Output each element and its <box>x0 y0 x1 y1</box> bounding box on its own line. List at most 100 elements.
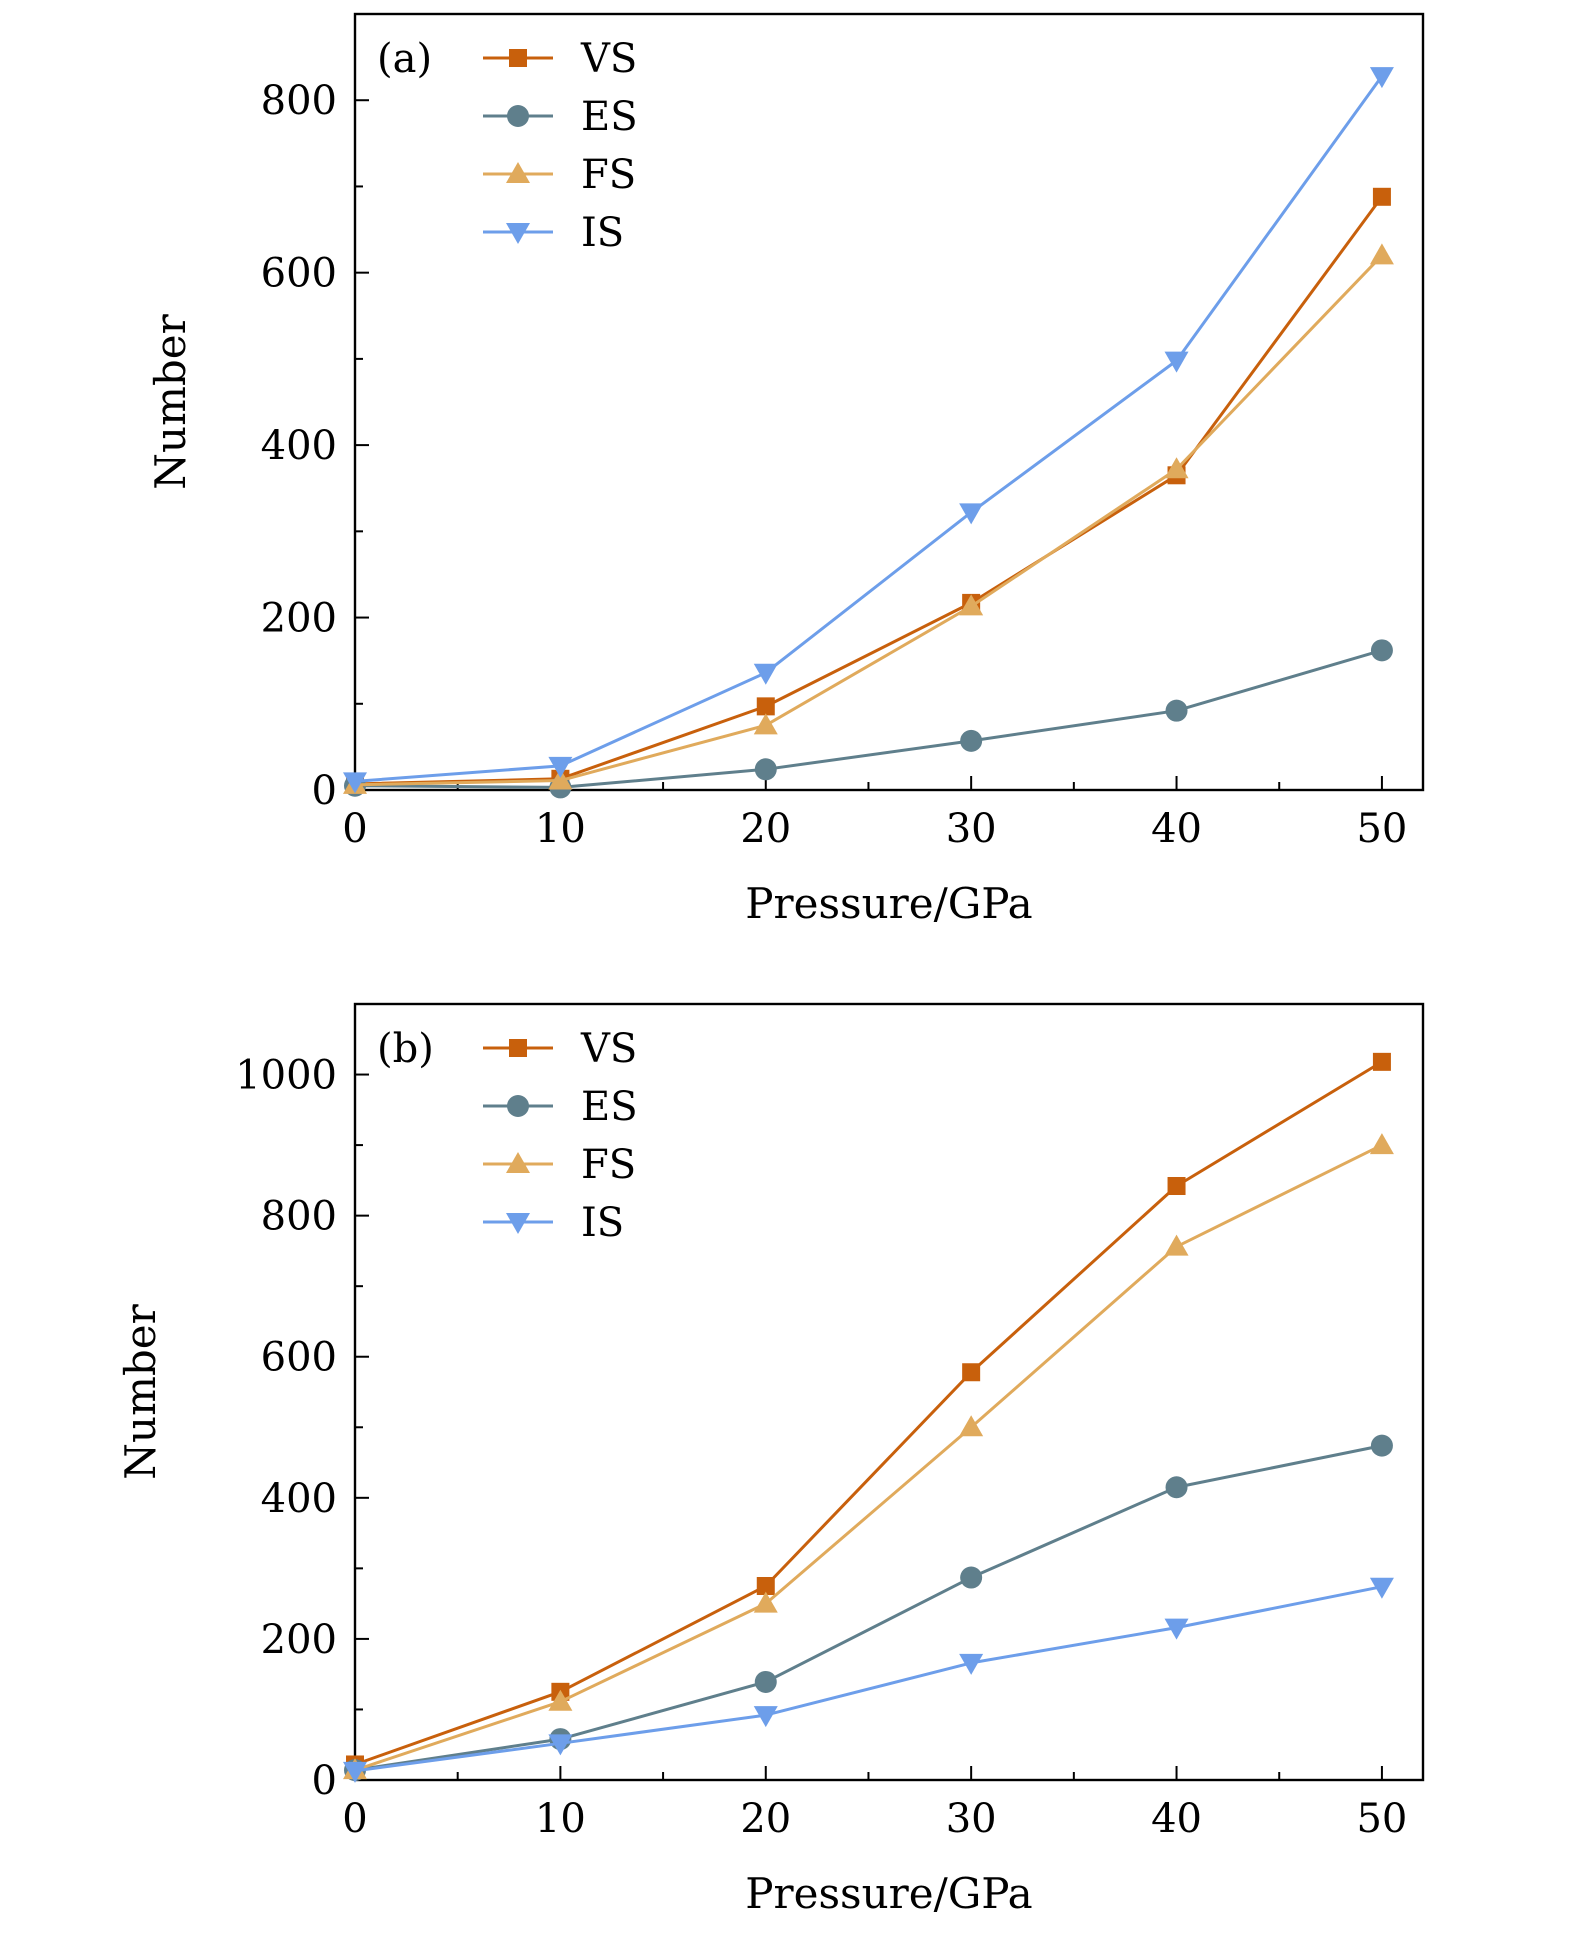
x-tick-label: 30 <box>946 1796 997 1842</box>
x-axis-title: Pressure/GPa <box>745 1869 1032 1918</box>
data-point <box>753 713 778 735</box>
y-tick-label: 200 <box>261 1617 337 1663</box>
y-axis-title: Number <box>146 313 195 489</box>
data-point <box>1369 67 1394 89</box>
x-tick-label: 50 <box>1356 806 1407 852</box>
y-axis-title: Number <box>116 1303 165 1479</box>
y-tick-label: 400 <box>261 423 337 469</box>
data-point <box>343 1761 367 1783</box>
series-line <box>354 1585 1383 1773</box>
series-line <box>354 1060 1383 1766</box>
legend-label: FS <box>581 1142 636 1188</box>
y-tick-label: 800 <box>261 1194 337 1240</box>
legend-label: IS <box>581 1200 624 1246</box>
legend-label: ES <box>581 1084 638 1130</box>
plot-frame <box>353 12 1425 792</box>
series-line <box>354 75 1384 783</box>
data-point <box>1369 1133 1394 1155</box>
data-point <box>753 1591 778 1613</box>
data-point <box>1369 243 1394 265</box>
series-is <box>343 67 1394 794</box>
legend-marker <box>506 162 530 183</box>
series-line <box>354 648 1383 789</box>
legend: VS ES FS IS <box>483 1026 638 1246</box>
legend-marker <box>509 1039 527 1057</box>
legend-item: ES <box>483 94 638 140</box>
series-vs <box>346 1052 1391 1774</box>
series-es <box>344 1434 1393 1782</box>
data-point <box>753 663 778 685</box>
y-tick-label: 800 <box>261 78 337 124</box>
legend-label: FS <box>581 152 636 198</box>
series-line <box>354 254 1384 787</box>
series-fs <box>343 1133 1394 1780</box>
data-point <box>1164 1618 1189 1640</box>
data-point <box>962 1363 981 1382</box>
x-tick-label: 40 <box>1151 1796 1202 1842</box>
data-point <box>548 768 573 790</box>
series-es <box>344 639 1393 799</box>
x-tick-label: 10 <box>535 1796 586 1842</box>
data-point <box>960 729 983 752</box>
legend-item: IS <box>483 210 624 256</box>
data-point <box>959 594 984 616</box>
data-point <box>548 756 573 778</box>
data-point <box>959 1653 984 1675</box>
legend-item: FS <box>483 152 636 198</box>
legend-label: VS <box>580 36 637 82</box>
y-tick-label: 400 <box>261 1476 337 1522</box>
legend: VS ES FS IS <box>483 36 638 256</box>
legend-label: ES <box>581 94 638 140</box>
x-axis-title: Pressure/GPa <box>745 879 1032 928</box>
data-point <box>756 1577 775 1595</box>
data-point <box>754 758 777 781</box>
data-point <box>756 697 775 716</box>
x-tick-label: 0 <box>342 1796 367 1842</box>
y-tick-label: 600 <box>261 251 337 297</box>
series-line <box>354 195 1384 786</box>
plot-frame <box>353 1002 1425 1782</box>
legend-item: VS <box>483 36 637 82</box>
data-point <box>1372 1052 1391 1071</box>
chart-panel-a: 0 10 20 30 40 50 0 200 400 600 800 Pressure/GPa Numb… <box>146 12 1425 928</box>
legend-marker <box>506 1152 530 1173</box>
data-point <box>1167 1177 1186 1196</box>
data-point <box>1369 1577 1394 1599</box>
x-tick-label: 0 <box>342 806 367 852</box>
data-point <box>548 1689 573 1711</box>
data-point <box>959 1415 984 1437</box>
legend-item: ES <box>483 1084 638 1130</box>
panel-label: (b) <box>377 1026 434 1072</box>
chart-panel-b: 0 10 20 30 40 50 0 200 400 600 800 1000 Pressure/GPa… <box>116 1002 1425 1918</box>
legend-item: FS <box>483 1142 636 1188</box>
data-point <box>1372 187 1391 206</box>
data-point <box>1164 351 1189 373</box>
legend-marker <box>507 1095 529 1117</box>
legend-marker <box>506 1213 530 1234</box>
y-tick-label: 0 <box>312 768 337 814</box>
data-point <box>754 1670 777 1693</box>
x-tick-label: 30 <box>946 806 997 852</box>
legend-label: VS <box>580 1026 637 1072</box>
panel-label: (a) <box>377 36 432 82</box>
data-point <box>1370 1434 1393 1457</box>
y-tick-label: 0 <box>312 1758 337 1804</box>
legend-item: IS <box>483 1200 624 1246</box>
data-point <box>753 1706 778 1728</box>
data-point <box>1165 699 1188 722</box>
series-line <box>354 1444 1383 1772</box>
x-tick-label: 10 <box>535 806 586 852</box>
data-point <box>548 1734 573 1756</box>
data-point <box>343 772 367 794</box>
series-line <box>354 1143 1383 1772</box>
data-point <box>960 1566 983 1589</box>
y-tick-label: 200 <box>261 596 337 642</box>
series-is <box>343 1577 1394 1783</box>
x-tick-label: 50 <box>1356 1796 1407 1842</box>
legend-marker <box>509 49 527 67</box>
legend-item: VS <box>483 1026 637 1072</box>
data-point <box>1370 639 1393 662</box>
y-tick-label: 1000 <box>235 1053 337 1099</box>
x-tick-label: 20 <box>740 806 791 852</box>
